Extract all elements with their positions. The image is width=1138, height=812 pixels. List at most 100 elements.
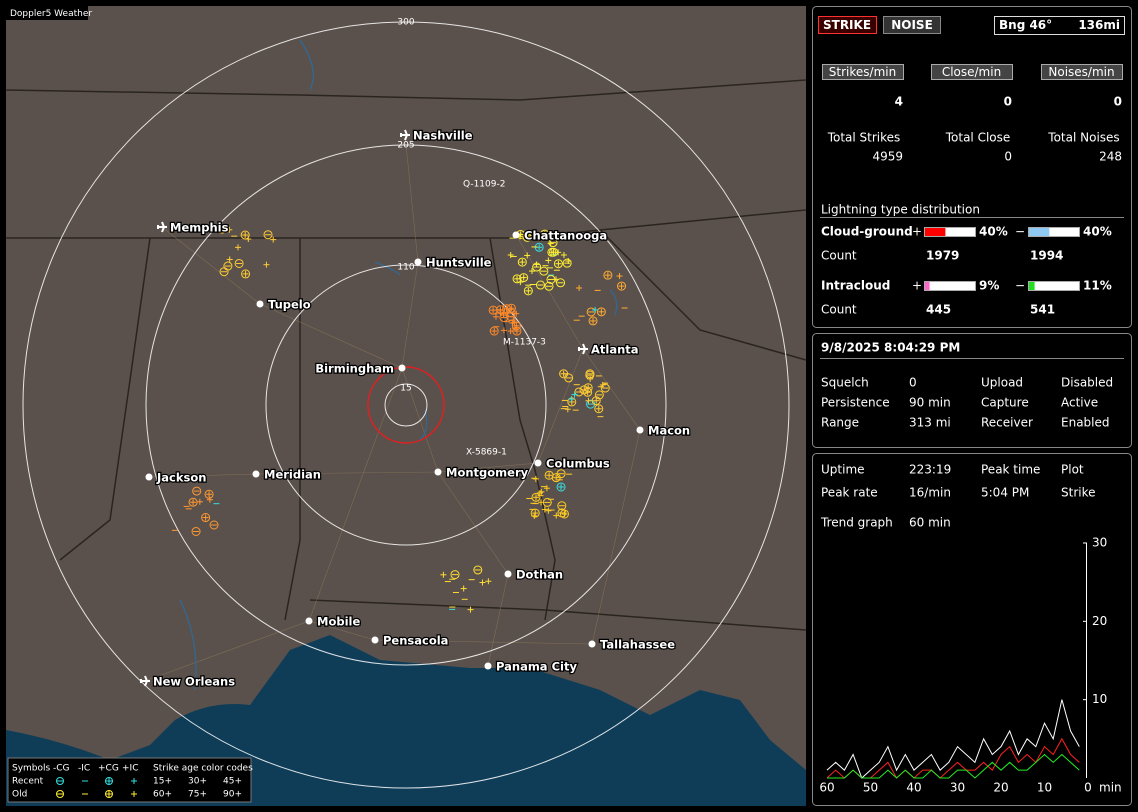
strike-symbol xyxy=(263,230,273,240)
strike-symbol xyxy=(531,512,538,519)
noise-button[interactable] xyxy=(883,16,941,34)
strike-symbol xyxy=(473,565,483,575)
strike-ring xyxy=(204,489,214,499)
strike-symbol xyxy=(556,278,566,288)
city-label: Jackson xyxy=(156,471,206,485)
strike-ring xyxy=(223,261,233,271)
strike-ring xyxy=(209,520,219,530)
x-tick-label: 20 xyxy=(993,781,1008,795)
setting-value: Disabled xyxy=(1061,376,1113,390)
setting-label: Capture xyxy=(981,396,1029,410)
strike-ring xyxy=(517,257,527,267)
airport-icon xyxy=(578,343,588,355)
city-dot xyxy=(398,364,406,372)
count-label: Count xyxy=(821,303,857,317)
city-label: Memphis xyxy=(170,221,229,235)
city-label: Tupelo xyxy=(268,298,311,312)
strike-symbol xyxy=(562,258,572,268)
strike-symbol xyxy=(485,578,492,585)
x-tick-label: 40 xyxy=(906,781,921,795)
datetime: 9/8/2025 8:04:29 PM xyxy=(821,341,960,355)
strike-ring xyxy=(594,390,604,400)
strike-symbol xyxy=(594,404,604,414)
strike-symbol xyxy=(591,396,601,406)
city-dot xyxy=(252,470,260,478)
total-value: 4959 xyxy=(872,150,903,164)
city-dot xyxy=(636,426,644,434)
legend-row: Old xyxy=(12,790,27,800)
count: 445 xyxy=(926,303,951,317)
strike-symbol xyxy=(616,273,623,280)
strike-ring xyxy=(544,281,554,291)
setting-value: Active xyxy=(1061,396,1098,410)
strike-symbol xyxy=(547,247,557,257)
rate-box xyxy=(1041,64,1123,80)
strike-symbol xyxy=(603,270,613,280)
panel xyxy=(812,453,1132,806)
legend-type: -IC xyxy=(78,764,90,774)
strike-ring xyxy=(548,238,558,248)
legend-age: 75+ xyxy=(188,790,207,800)
strike-ring xyxy=(234,258,244,268)
city-dot xyxy=(434,468,442,476)
strike-symbol xyxy=(557,501,567,511)
strike-ring xyxy=(539,266,549,276)
strike-button[interactable] xyxy=(818,16,877,34)
strike-ring xyxy=(544,470,554,480)
strike-symbol xyxy=(588,316,598,326)
x-tick-label: 0 xyxy=(1084,781,1092,795)
city-dot xyxy=(414,258,422,266)
strike-symbol xyxy=(467,606,474,613)
city-dot xyxy=(305,617,313,625)
strike-symbol xyxy=(450,570,460,580)
strike-symbol xyxy=(226,226,233,233)
strike-symbol xyxy=(226,256,233,263)
strike-symbol xyxy=(523,286,533,296)
strike-ring xyxy=(535,280,545,290)
city-dot xyxy=(145,473,153,481)
city-label: Montgomery xyxy=(446,466,529,480)
setting-value: 0 xyxy=(909,376,917,390)
strike-symbol xyxy=(547,240,554,247)
info-panel xyxy=(812,453,1132,806)
city-label: Dothan xyxy=(516,568,563,582)
strike-symbol xyxy=(240,230,250,240)
legend-age: 90+ xyxy=(223,790,242,800)
strike-ring xyxy=(192,486,202,496)
strike-symbol xyxy=(564,373,574,383)
legend-ring xyxy=(56,790,64,798)
strike-symbol xyxy=(535,235,542,242)
strike-ring xyxy=(240,230,250,240)
strike-ring xyxy=(556,278,566,288)
strike-symbol xyxy=(532,475,539,482)
strike-symbol xyxy=(235,244,242,251)
city-label: Huntsville xyxy=(426,256,492,270)
percent-bar xyxy=(1029,282,1035,290)
info-text: 223:19 xyxy=(909,463,951,477)
strike-ring xyxy=(553,259,563,269)
rate-label: Noises/min xyxy=(1048,65,1114,79)
rate-value: 0 xyxy=(1004,95,1012,109)
strike-symbol xyxy=(245,236,252,243)
strike-ring xyxy=(596,307,606,317)
strike-ring xyxy=(600,383,610,393)
strike-symbol xyxy=(510,317,517,324)
setting-value: 313 mi xyxy=(909,416,951,430)
airport-icon xyxy=(400,129,410,141)
strike-symbol xyxy=(545,257,552,264)
range-ring xyxy=(384,383,428,427)
legend-age: 45+ xyxy=(223,777,242,787)
sign: + xyxy=(912,279,922,293)
info-text: Peak rate xyxy=(821,486,878,500)
rate-value: 4 xyxy=(895,95,903,109)
info-text: Trend graph xyxy=(820,516,893,530)
sign: − xyxy=(1015,279,1025,293)
info-text: 5:04 PM xyxy=(981,486,1029,500)
strike-ring xyxy=(499,313,509,323)
strike-ring xyxy=(473,565,483,575)
info-text: 60 min xyxy=(909,516,951,530)
info-text: Strike xyxy=(1061,486,1096,500)
strike-symbol xyxy=(545,507,552,514)
settings-panel xyxy=(812,333,1132,448)
strike-ring xyxy=(217,224,227,234)
